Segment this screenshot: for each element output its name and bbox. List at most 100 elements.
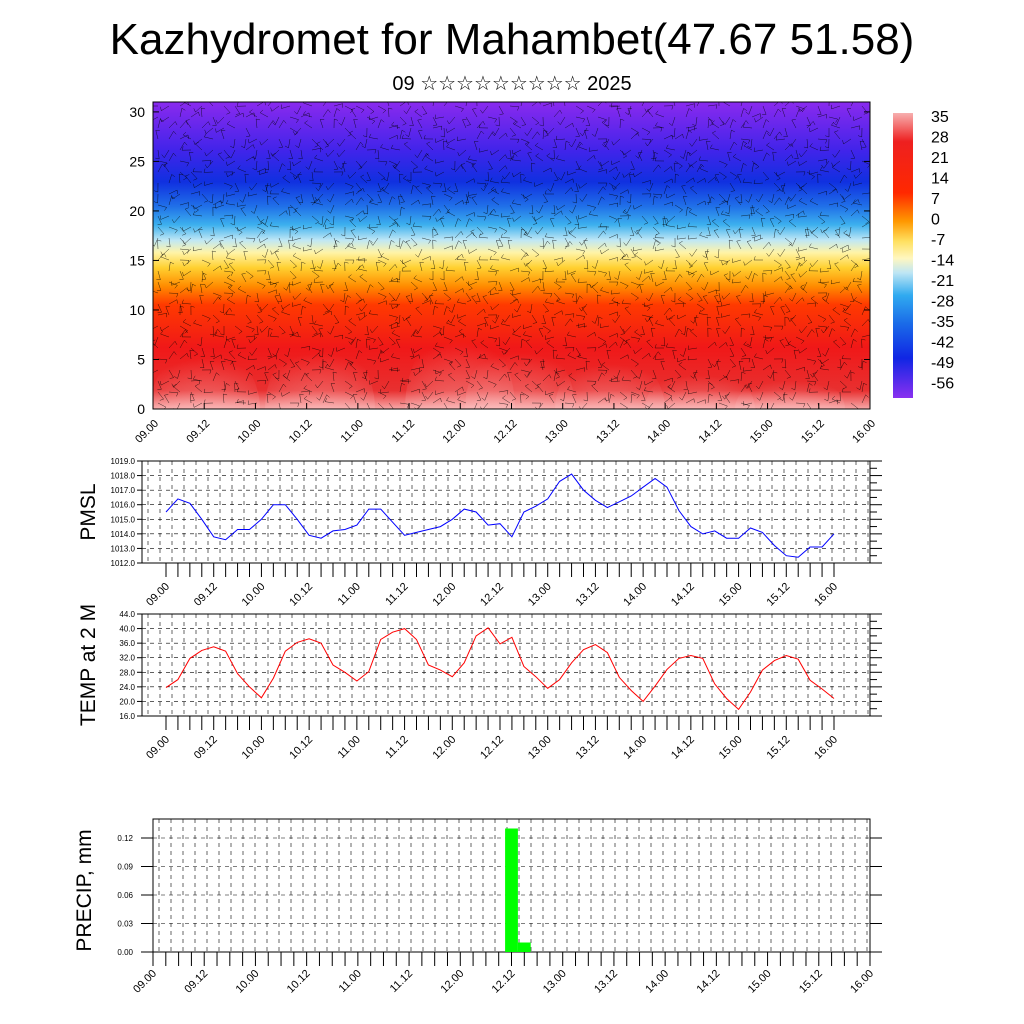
wind-barb <box>751 314 762 321</box>
wind-barb <box>512 330 522 338</box>
wind-barb <box>155 130 160 140</box>
wind-barb <box>626 193 632 204</box>
wind-barb <box>784 303 791 313</box>
wind-barb <box>479 402 489 409</box>
wind-barb <box>509 355 519 360</box>
wind-barb <box>750 206 755 217</box>
wind-barb <box>853 116 863 121</box>
wind-barb <box>298 193 304 204</box>
wind-barb <box>707 327 712 338</box>
wind-barb <box>190 191 200 196</box>
wind-barb <box>443 193 453 201</box>
wind-barb <box>721 292 731 300</box>
wind-barb <box>608 182 617 191</box>
wind-barb <box>344 182 354 190</box>
wind-barb <box>745 193 753 203</box>
wind-barb <box>318 328 324 338</box>
wind-barb <box>355 258 366 263</box>
wind-barb <box>377 193 383 203</box>
wind-barb <box>154 182 159 193</box>
wind-barb <box>828 243 838 250</box>
wind-barb <box>178 303 183 313</box>
wind-barb <box>842 248 852 253</box>
wind-barb <box>652 164 661 173</box>
wind-barb <box>401 267 412 272</box>
wind-barb <box>259 109 269 118</box>
wind-barb <box>498 226 508 235</box>
wind-barb <box>652 193 663 199</box>
wind-barb <box>552 138 558 148</box>
wind-barb <box>182 102 192 107</box>
wind-barb <box>750 358 756 368</box>
wind-barb <box>545 127 555 135</box>
wind-barb <box>844 369 852 379</box>
x-tick-label: 14.12 <box>669 581 697 609</box>
wind-barb <box>773 197 782 206</box>
wind-barb <box>688 208 698 217</box>
wind-barb <box>624 306 632 316</box>
wind-barb <box>254 292 259 303</box>
wind-barb <box>212 372 220 382</box>
wind-barb <box>324 224 335 230</box>
wind-barb <box>325 138 335 146</box>
wind-barb <box>344 237 355 243</box>
wind-barb <box>303 247 313 252</box>
wind-barb <box>689 138 698 147</box>
wind-barb <box>366 105 375 114</box>
wind-barb <box>600 160 610 167</box>
wind-barb <box>600 248 610 255</box>
wind-barb <box>327 347 335 358</box>
wind-barb <box>542 303 550 313</box>
wind-barb <box>256 259 267 264</box>
wind-barb <box>446 127 456 133</box>
colorbar-label: -35 <box>931 314 954 331</box>
wind-barb <box>236 387 247 393</box>
wind-barb <box>624 262 632 272</box>
wind-barb <box>281 104 291 109</box>
wind-barb <box>179 305 184 316</box>
wind-barb <box>245 372 253 382</box>
wind-barb <box>192 211 203 217</box>
wind-barb <box>856 380 863 391</box>
wind-barb <box>476 292 481 302</box>
wind-barb <box>689 248 698 257</box>
wind-barb <box>652 226 660 236</box>
wind-barb <box>566 386 577 393</box>
wind-barb <box>190 111 200 118</box>
wind-barb <box>760 217 766 228</box>
wind-barb <box>629 226 635 236</box>
wind-barb <box>740 162 747 173</box>
wind-barb <box>355 350 363 360</box>
wind-barb <box>490 149 500 156</box>
wind-barb <box>410 388 420 394</box>
wind-barb <box>687 222 698 228</box>
wind-barb <box>414 109 423 118</box>
wind-barb <box>685 398 695 404</box>
wind-barb <box>729 182 736 192</box>
wind-barb <box>294 207 302 217</box>
wind-barb <box>783 393 788 404</box>
wind-barb <box>190 305 195 316</box>
wind-barb <box>326 303 335 312</box>
wind-barb <box>495 116 500 127</box>
wind-barb <box>555 135 566 141</box>
wind-barb <box>164 394 170 404</box>
wind-barb <box>265 185 270 195</box>
wind-barb <box>203 168 214 173</box>
wind-barb <box>578 165 588 173</box>
wind-barb <box>212 296 221 305</box>
wind-barb <box>798 259 808 267</box>
wind-barb <box>249 347 258 356</box>
wind-barb <box>773 108 782 118</box>
wind-barb <box>252 160 258 171</box>
wind-barb <box>500 233 511 239</box>
wind-barb <box>817 325 828 331</box>
wind-barb <box>194 141 203 151</box>
wind-barb <box>153 336 159 346</box>
wind-barb <box>718 171 727 180</box>
wind-barb <box>366 338 371 349</box>
wind-barb <box>852 199 863 206</box>
wind-barb <box>630 336 641 343</box>
wind-barb <box>567 270 577 275</box>
wind-barb <box>740 102 743 107</box>
